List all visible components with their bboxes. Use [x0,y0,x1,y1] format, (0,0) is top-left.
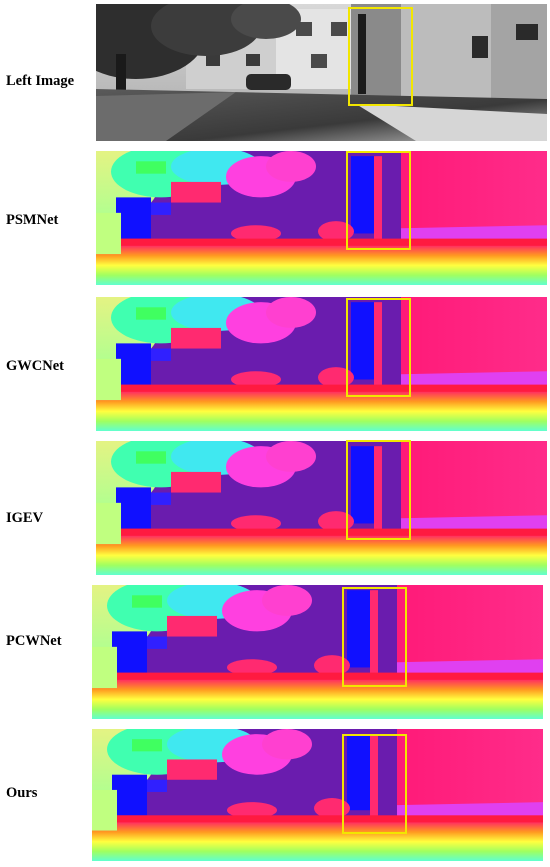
figure-row-gwcnet: GWCNet [0,293,550,435]
figure-row-igev: IGEV [0,437,550,579]
figure-row-pcwnet: PCWNet [0,583,550,725]
highlight-box [346,440,411,540]
left-image-photo [96,4,547,141]
row-label-ours: Ours [6,785,38,801]
ours-disparity-map [92,729,543,861]
highlight-box [348,7,413,106]
figure-row-left-image: Left Image [0,0,550,145]
row-label-psmnet: PSMNet [6,212,59,228]
left-image-panel [96,4,547,141]
highlight-box [342,734,407,834]
figure-row-psmnet: PSMNet [0,147,550,289]
gwcnet-disparity-map [96,297,547,431]
figure-row-ours: Ours [0,727,550,865]
row-label-pcwnet: PCWNet [6,633,62,649]
igev-disparity-map [96,441,547,575]
highlight-box [346,151,411,250]
row-label-gwcnet: GWCNet [6,358,64,374]
highlight-box [342,587,407,687]
row-label-igev: IGEV [6,510,44,526]
row-label-left-image: Left Image [6,73,75,89]
psmnet-disparity-map [96,151,547,285]
pcwnet-disparity-map [92,585,543,719]
highlight-box [346,298,411,397]
